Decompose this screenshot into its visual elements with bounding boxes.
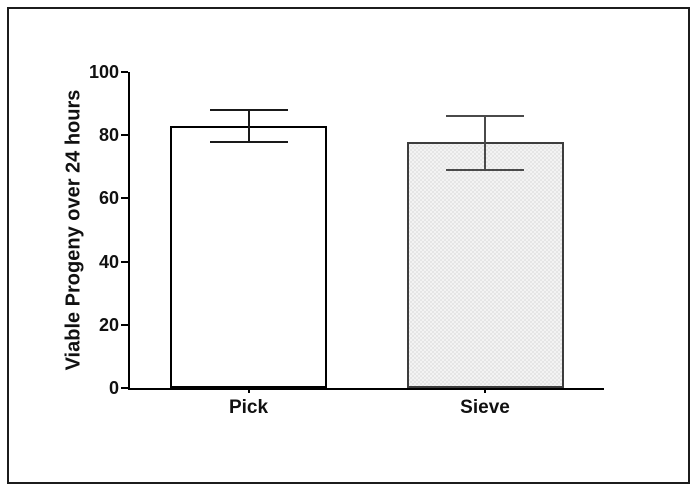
y-tick-label: 60 [98,188,119,209]
error-bar-cap [209,108,288,111]
x-tick-mark [247,388,250,393]
error-bar-cap [446,168,524,171]
error-bar-line [247,109,250,142]
x-tick-label-sieve: Sieve [460,397,510,418]
y-tick-label: 0 [108,378,119,398]
error-bar-cap [446,115,524,118]
y-tick-label: 20 [98,314,119,335]
error-bar-cap [209,140,288,143]
figure-border [7,7,690,484]
y-tick-mark [121,197,128,200]
x-tick-label-pick: Pick [228,397,269,418]
y-tick-mark [121,134,128,137]
error-bar-line [484,116,486,170]
bar-pick [170,125,327,388]
y-tick-label: 80 [98,125,119,146]
bar-sieve [406,141,564,388]
plot-area: Viable Progeny over 24 hours 0 20 40 60 80 10… [63,63,604,418]
y-tick-label: 40 [98,251,119,272]
y-tick-mark [121,71,128,73]
y-tick-mark [121,323,128,326]
y-axis-title: Viable Progeny over 24 hours [62,89,85,371]
x-tick-mark [484,388,486,393]
y-tick-mark [121,260,128,263]
y-tick-mark [121,387,128,389]
y-tick-label: 100 [88,62,119,82]
